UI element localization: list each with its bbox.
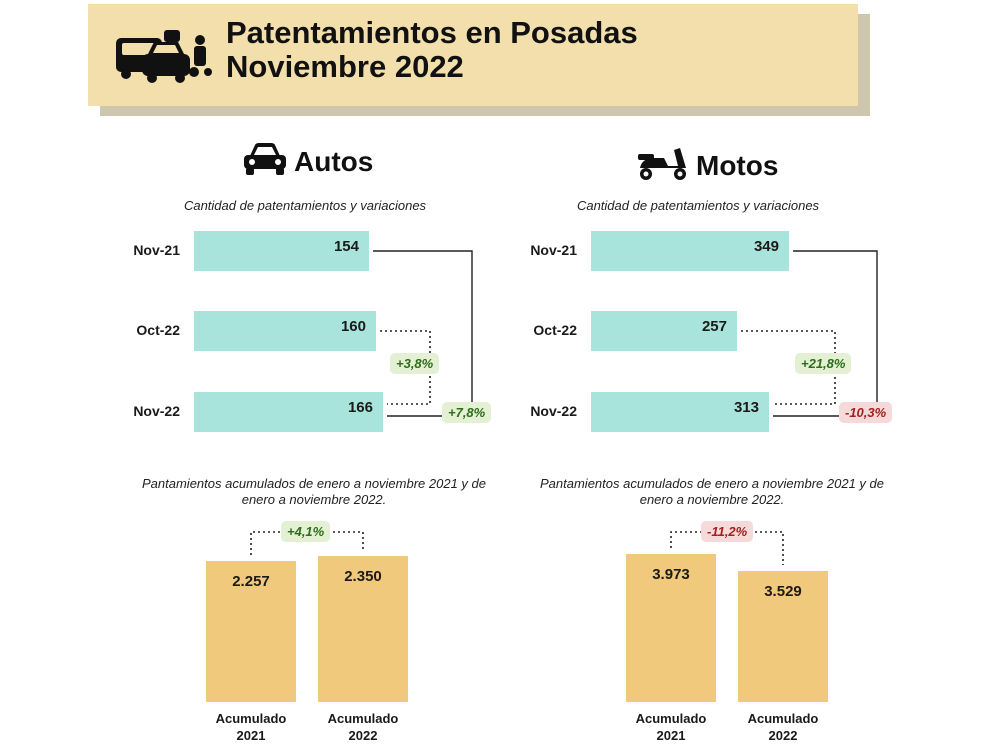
category-label: Acumulado 2022 [308,710,418,744]
category-label: Acumulado 2022 [728,710,838,744]
category-label-line: 2022 [348,728,378,743]
connector-line [250,531,364,555]
data-label: 3.529 [764,583,802,600]
category-label-line: 2021 [236,728,266,743]
autos-accum-title: Pantamientos acumulados de enero a novie… [142,476,486,507]
category-label: Nov-22 [530,403,577,419]
change-badge: +21,8% [795,353,852,374]
bar [194,392,383,432]
data-label: 2.257 [232,573,270,590]
data-label: 257 [701,318,727,335]
change-badge: +7,8% [442,402,492,423]
bar [206,561,296,702]
category-label: Oct-22 [533,322,577,338]
category-label: Nov-22 [133,403,180,419]
bar [591,311,737,351]
category-label-line: Acumulado [215,711,287,726]
vehicles-icon [116,30,212,83]
change-badge: +4,1% [281,521,331,542]
bar [318,556,408,702]
bar [591,231,789,271]
title-line-2: Noviembre 2022 [226,49,464,84]
category-label-line: 2022 [768,728,798,743]
data-label: 2.350 [344,568,382,585]
category-label-line: 2021 [656,728,686,743]
data-label: 154 [333,238,359,255]
category-label-line: Acumulado [635,711,707,726]
connector-line [373,250,473,417]
motos-accum-title: Pantamientos acumulados de enero a novie… [540,476,884,507]
data-label: 160 [340,318,366,335]
category-label-line: Acumulado [747,711,819,726]
bar [626,554,716,702]
category-label: Acumulado 2021 [196,710,306,744]
category-label-line: Acumulado [327,711,399,726]
scooter-icon [638,148,686,180]
motos-subtitle: Cantidad de patentamientos y variaciones [576,198,820,213]
data-label: 349 [753,238,779,255]
bar [194,311,376,351]
connector-line [773,250,878,417]
bar [194,231,369,271]
data-label: 3.973 [652,566,690,583]
category-label: Nov-21 [133,242,180,258]
category-label: Nov-21 [530,242,577,258]
title-line-1: Patentamientos en Posadas [226,15,638,50]
autos-subtitle: Cantidad de patentamientos y variaciones [183,198,427,213]
header-banner [88,4,858,106]
section-title-motos: Motos [696,150,779,181]
change-badge: -10,3% [839,402,893,423]
change-badge: +3,8% [390,353,440,374]
data-label: 313 [733,399,759,416]
bar [738,571,828,702]
car-icon [244,143,286,175]
bar [591,392,769,432]
page-title: Patentamientos en Posadas Noviembre 2022 [226,16,638,84]
data-label: 166 [347,399,373,416]
category-label: Oct-22 [136,322,180,338]
category-label: Acumulado 2021 [616,710,726,744]
section-title-autos: Autos [294,146,374,177]
change-badge: -11,2% [701,521,754,542]
